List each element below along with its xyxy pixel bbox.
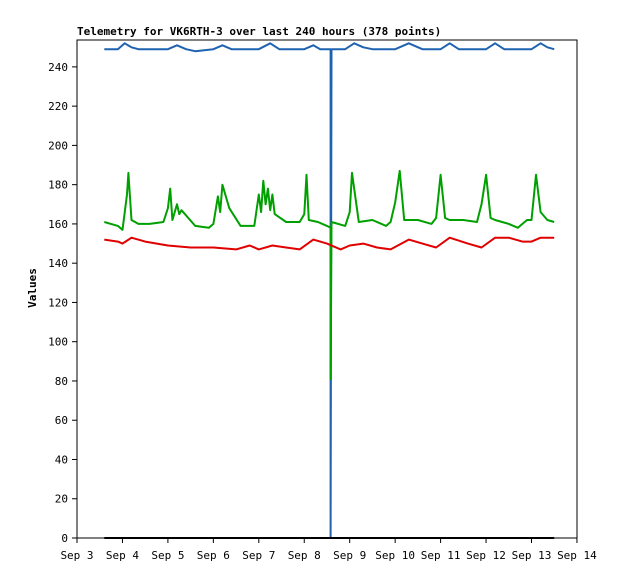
y-tick-label: 100 bbox=[48, 336, 68, 349]
y-axis: 0 20 40 60 80 100 120 140 160 180 200 220 240 bbox=[48, 61, 77, 545]
y-tick-label: 180 bbox=[48, 179, 68, 192]
y-tick-label: 160 bbox=[48, 218, 68, 231]
y-tick-label: 220 bbox=[48, 100, 68, 113]
chart-title: Telemetry for VK6RTH-3 over last 240 hou… bbox=[77, 25, 441, 38]
x-tick-label: Sep 6 bbox=[197, 549, 230, 562]
x-tick-label: Sep 8 bbox=[288, 549, 321, 562]
x-tick-label: Sep 5 bbox=[151, 549, 184, 562]
y-tick-label: 60 bbox=[55, 414, 68, 427]
x-tick-label: Sep 7 bbox=[242, 549, 275, 562]
y-tick-label: 200 bbox=[48, 139, 68, 152]
x-tick-label: Sep 10 bbox=[375, 549, 415, 562]
series-line-1 bbox=[104, 169, 555, 380]
y-axis-label: Values bbox=[26, 268, 39, 308]
x-axis: Sep 3 Sep 4 Sep 5 Sep 6 Sep 7 Sep 8 Sep 9 Sep 1… bbox=[60, 538, 597, 562]
y-tick-label: 120 bbox=[48, 296, 68, 309]
x-tick-label: Sep 12 bbox=[466, 549, 506, 562]
y-tick-label: 140 bbox=[48, 257, 68, 270]
y-tick-label: 0 bbox=[61, 532, 68, 545]
x-tick-label: Sep 14 bbox=[557, 549, 597, 562]
x-tick-label: Sep 9 bbox=[333, 549, 366, 562]
series-line-0 bbox=[104, 42, 555, 539]
series-group bbox=[104, 42, 555, 539]
x-tick-label: Sep 4 bbox=[106, 549, 139, 562]
x-tick-label: Sep 13 bbox=[512, 549, 552, 562]
series-line-2 bbox=[104, 236, 555, 251]
y-tick-label: 20 bbox=[55, 493, 68, 506]
y-tick-label: 80 bbox=[55, 375, 68, 388]
x-tick-label: Sep 11 bbox=[421, 549, 461, 562]
y-tick-label: 240 bbox=[48, 61, 68, 74]
x-tick-label: Sep 3 bbox=[60, 549, 93, 562]
plot-frame bbox=[76, 39, 578, 539]
y-tick-label: 40 bbox=[55, 453, 68, 466]
